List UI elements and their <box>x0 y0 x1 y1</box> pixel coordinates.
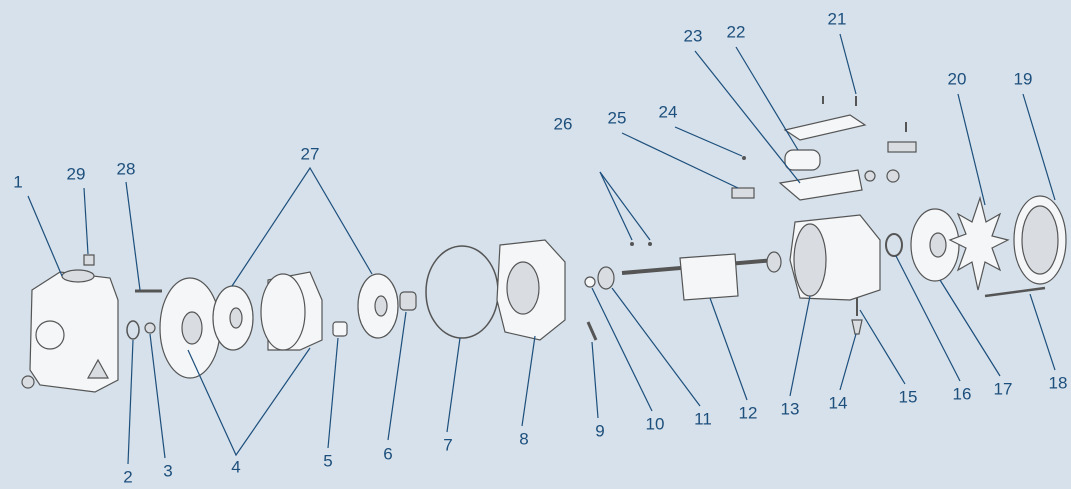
callout-number: 6 <box>383 444 392 463</box>
nut <box>145 323 155 333</box>
callout-number: 24 <box>659 102 678 121</box>
casing-port <box>62 270 94 282</box>
callout-number: 16 <box>953 384 972 403</box>
washer <box>585 277 595 287</box>
callout-number: 17 <box>994 379 1013 398</box>
callout-number: 1 <box>13 172 22 191</box>
callout-number: 12 <box>739 403 758 422</box>
callout-number: 5 <box>323 451 332 470</box>
callout-number: 15 <box>899 387 918 406</box>
callout-number: 14 <box>829 393 848 412</box>
terminal-block <box>888 142 916 152</box>
motor-face <box>794 224 826 296</box>
callout-number: 3 <box>163 461 172 480</box>
bearing <box>767 252 781 272</box>
screw <box>630 242 634 246</box>
spacer <box>333 322 347 336</box>
callout-number: 23 <box>684 26 703 45</box>
cable-gland <box>865 171 875 181</box>
callout-number: 27 <box>301 144 320 163</box>
exploded-diagram: 1234567891011121314151617181920212223242… <box>0 0 1071 489</box>
callout-number: 9 <box>595 421 604 440</box>
callout-number: 18 <box>1049 373 1068 392</box>
impeller-hub <box>375 296 387 316</box>
callout-number: 26 <box>554 114 573 133</box>
callout-number: 7 <box>443 435 452 454</box>
callout-number: 19 <box>1014 69 1033 88</box>
impeller-hub <box>230 308 242 328</box>
oil-seal <box>598 267 614 289</box>
cable-gland <box>887 170 899 182</box>
callout-number: 8 <box>519 429 528 448</box>
callout-number: 22 <box>727 22 746 41</box>
casing-outlet <box>36 321 64 349</box>
casing-plug <box>22 376 34 388</box>
capacitor <box>785 150 820 170</box>
callout-number: 13 <box>781 399 800 418</box>
callout-number: 21 <box>828 9 847 28</box>
callout-number: 29 <box>67 164 86 183</box>
callout-number: 25 <box>608 108 627 127</box>
fan-cover-grille <box>1022 206 1058 274</box>
bracket-bore <box>507 262 539 314</box>
diffuser-hub <box>182 312 202 344</box>
callout-number: 11 <box>694 409 712 428</box>
stage-face <box>261 274 305 350</box>
seal-spring <box>400 292 416 310</box>
terminal-block <box>732 188 754 198</box>
callout-number: 4 <box>231 457 240 476</box>
screw <box>742 156 746 160</box>
rotor <box>680 254 738 300</box>
callout-number: 2 <box>123 467 132 486</box>
rear-cover-hub <box>930 233 946 257</box>
callout-number: 10 <box>646 414 665 433</box>
screw <box>648 242 652 246</box>
callout-number: 20 <box>948 69 967 88</box>
plug <box>84 255 94 265</box>
callout-number: 28 <box>117 159 136 178</box>
